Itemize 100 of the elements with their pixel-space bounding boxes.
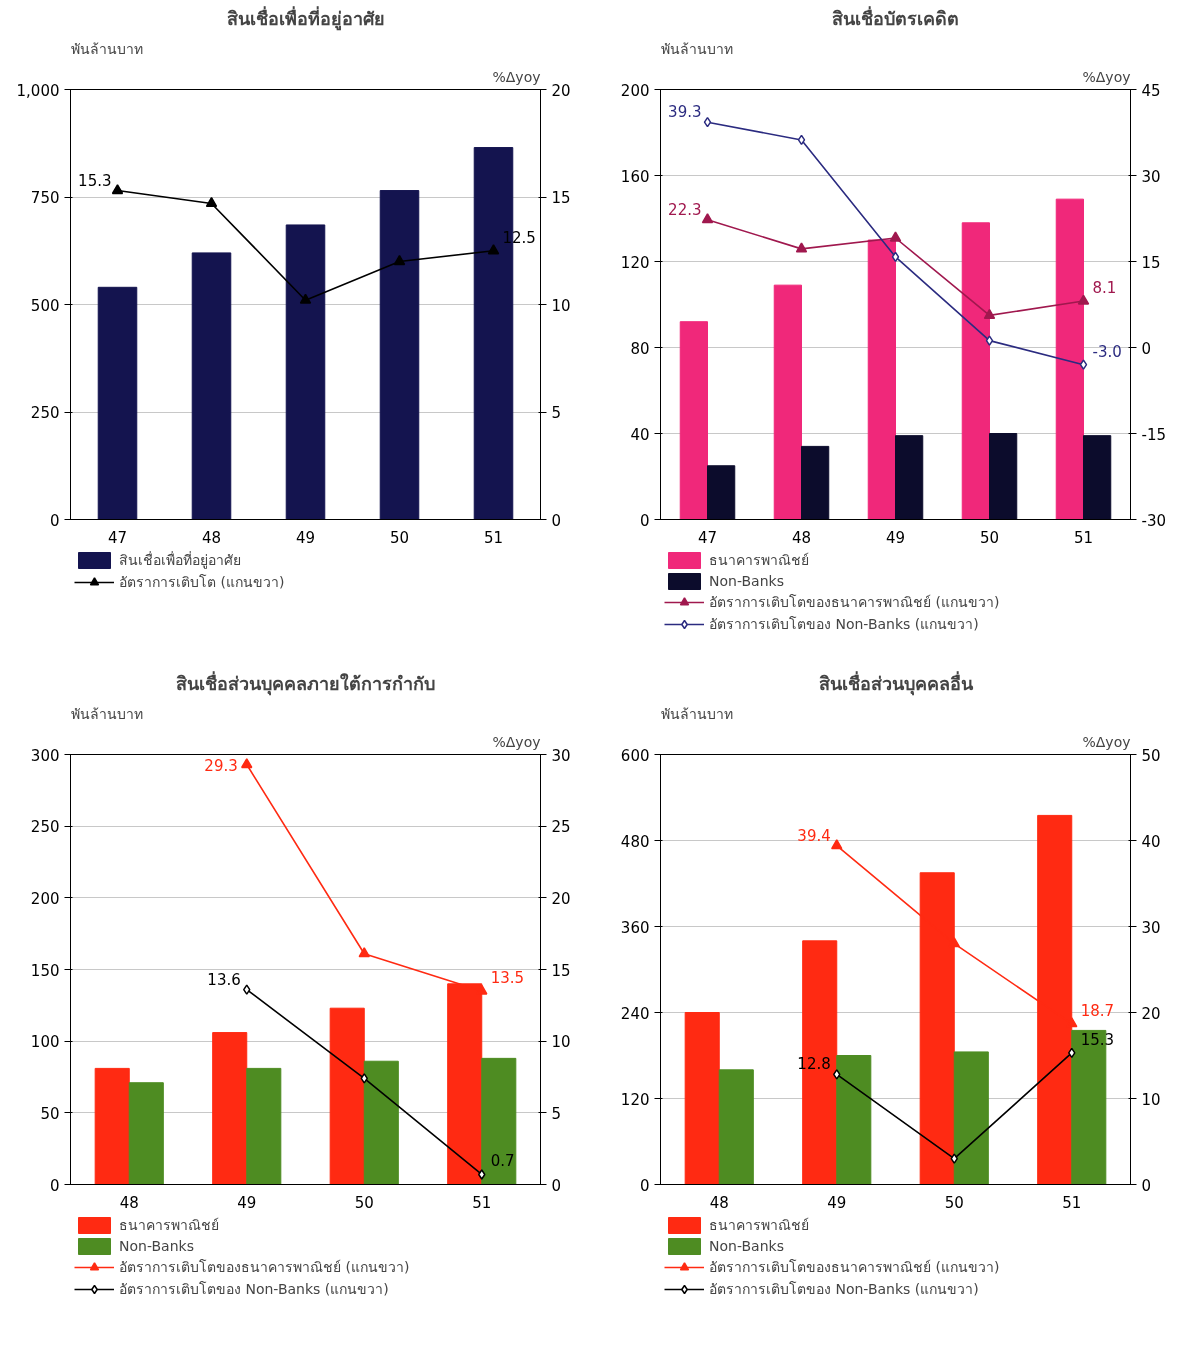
y-tick-label: 300 <box>30 746 60 765</box>
y2-axis-title: %Δyoy <box>1082 733 1131 750</box>
data-label: 0.7 <box>490 1152 515 1171</box>
point <box>478 1169 486 1180</box>
point <box>111 184 124 195</box>
point <box>891 251 900 263</box>
y2-axis-title: %Δyoy <box>1082 68 1131 85</box>
legend-label: Non-Banks <box>709 1238 784 1254</box>
point <box>833 1069 841 1080</box>
y2-tick-label: 30 <box>1141 918 1161 937</box>
point <box>393 254 406 266</box>
bar <box>191 252 232 520</box>
point <box>241 758 253 769</box>
chart-title: สินเชื่อเพื่อที่อยู่อาศัย <box>226 5 385 31</box>
y-tick-label: 40 <box>630 425 650 444</box>
chart-title: สินเชื่อบัตรเคดิต <box>832 5 959 29</box>
legend-label: อัตราการเติบโตของธนาคารพาณิชย์ (แกนขวา) <box>119 1258 410 1277</box>
y-tick-label: 750 <box>30 189 60 207</box>
y-tick-label: 200 <box>620 81 650 100</box>
y2-tick-label: 15 <box>1141 253 1161 272</box>
point <box>1077 294 1090 305</box>
bar <box>895 435 924 520</box>
point <box>889 231 902 242</box>
legend-label: Non-Banks <box>709 573 784 589</box>
point <box>1079 359 1088 370</box>
y2-tick-label: -30 <box>1141 511 1166 530</box>
y-axis-title: พันล้านบาท <box>660 40 733 57</box>
x-tick-label: 47 <box>107 528 128 547</box>
y-tick-label: 360 <box>620 918 650 937</box>
y2-tick-label: 20 <box>551 81 571 100</box>
y2-tick-label: 0 <box>1141 339 1152 358</box>
y2-tick-label: 5 <box>551 404 562 422</box>
point <box>831 839 843 850</box>
y-tick-label: 100 <box>30 1033 60 1052</box>
data-label: -3.0 <box>1092 342 1122 361</box>
legend-label: Non-Banks <box>119 1238 194 1254</box>
y-tick-label: 160 <box>620 167 650 186</box>
y2-tick-label: 0 <box>551 511 562 530</box>
point <box>797 134 806 146</box>
y2-tick-label: 5 <box>551 1104 562 1123</box>
bar <box>97 286 138 520</box>
x-tick-label: 50 <box>944 1193 964 1212</box>
data-label: 18.7 <box>1080 1001 1115 1020</box>
bar <box>212 1032 248 1185</box>
bar <box>961 222 990 520</box>
legend-label: สินเชื่อเพื่อที่อยู่อาศัย <box>119 550 241 571</box>
bar <box>836 1055 872 1185</box>
y2-tick-label: 40 <box>1141 832 1161 851</box>
bar <box>707 465 736 520</box>
point <box>983 308 996 320</box>
y-tick-label: 150 <box>30 961 60 980</box>
point <box>360 1073 368 1084</box>
x-tick-label: 49 <box>827 1193 847 1212</box>
legend-label: ธนาคารพาณิชย์ <box>709 551 809 570</box>
x-tick-label: 49 <box>237 1193 257 1212</box>
y-tick-label: 0 <box>639 511 650 530</box>
bar <box>801 445 830 520</box>
data-label: 8.1 <box>1092 279 1117 298</box>
point <box>243 984 251 995</box>
y-tick-label: 0 <box>49 1176 60 1195</box>
y-tick-label: 250 <box>30 404 60 422</box>
x-tick-label: 51 <box>1062 1193 1082 1212</box>
x-tick-label: 48 <box>119 1193 139 1212</box>
y2-tick-label: -15 <box>1141 425 1166 444</box>
y2-tick-label: 15 <box>551 189 571 207</box>
y2-tick-label: 15 <box>551 961 571 980</box>
y-tick-label: 250 <box>30 818 60 837</box>
x-tick-label: 50 <box>979 528 1000 547</box>
y-tick-label: 500 <box>30 296 60 315</box>
bar <box>246 1067 282 1185</box>
data-label: 15.3 <box>78 171 112 190</box>
x-tick-label: 51 <box>472 1193 492 1212</box>
y2-tick-label: 10 <box>551 1033 571 1052</box>
x-tick-label: 47 <box>697 528 718 547</box>
y-axis-title: พันล้านบาท <box>660 705 733 722</box>
legend-label: อัตราการเติบโต (แกนขวา) <box>119 573 285 592</box>
y2-tick-label: 50 <box>1141 746 1161 765</box>
data-label: 29.3 <box>204 756 238 775</box>
chart-title: สินเชื่อส่วนบุคคลอื่น <box>818 670 974 696</box>
y-tick-label: 1,000 <box>16 81 60 100</box>
y2-axis-title: %Δyoy <box>492 68 541 85</box>
point <box>487 244 500 255</box>
y-tick-label: 240 <box>620 1004 650 1023</box>
y-tick-label: 480 <box>620 832 650 851</box>
y-tick-label: 0 <box>49 511 60 530</box>
point <box>795 242 808 253</box>
x-tick-label: 48 <box>791 528 812 547</box>
x-tick-label: 51 <box>1073 528 1094 547</box>
y2-tick-label: 0 <box>1141 1176 1152 1195</box>
x-tick-label: 51 <box>483 528 504 547</box>
x-tick-label: 49 <box>885 528 906 547</box>
y2-tick-label: 0 <box>551 1176 562 1195</box>
bar <box>773 284 802 520</box>
legend-label: ธนาคารพาณิชย์ <box>119 1216 219 1235</box>
point <box>703 116 712 128</box>
y2-tick-label: 25 <box>551 818 571 837</box>
bar <box>379 190 420 520</box>
x-tick-label: 49 <box>295 528 316 547</box>
data-label: 22.3 <box>668 200 702 219</box>
y2-tick-label: 30 <box>1141 167 1161 186</box>
